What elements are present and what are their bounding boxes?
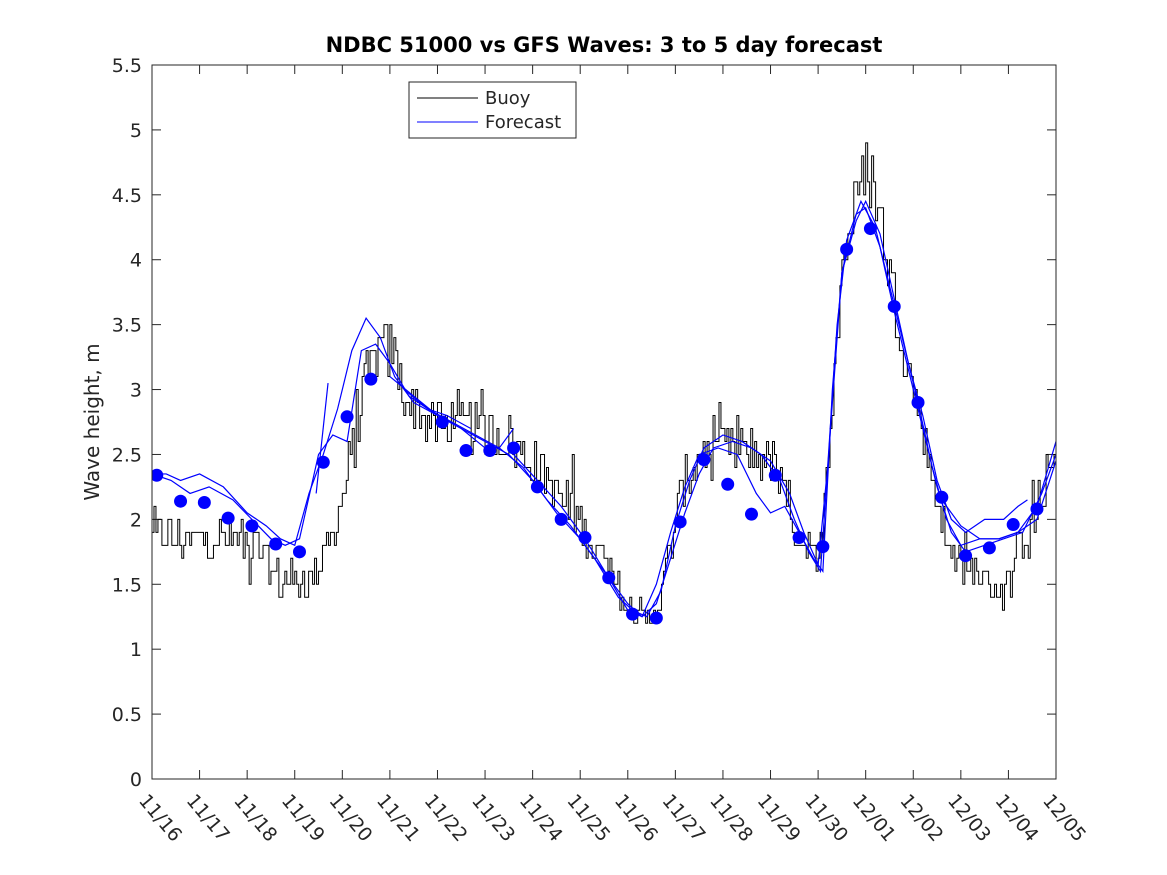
forecast-point [887,299,901,313]
forecast-point [673,515,687,529]
legend-buoy-label: Buoy [485,88,531,109]
forecast-point [364,372,378,386]
forecast-point [935,490,949,504]
y-tick-label: 2.5 [112,444,142,466]
data-region [152,142,1056,625]
forecast-point [578,531,592,545]
y-tick-label: 4 [130,250,142,272]
forecast-point [483,444,497,458]
y-tick-label: 5 [130,120,142,142]
forecast-line [403,206,1056,618]
forecast-point [721,477,735,491]
forecast-point [1030,502,1044,516]
buoy-series [152,142,1056,624]
y-tick-label: 0 [130,769,142,791]
forecast-point [792,531,806,545]
y-tick-label: 3.5 [112,315,142,337]
y-tick-labels: 0 0.5 1 1.5 2 2.5 3 3.5 4 4.5 5 5.5 [112,55,142,791]
forecast-point [863,222,877,236]
forecast-point [245,519,259,533]
forecast-point [744,507,758,521]
forecast-point [649,611,663,625]
buoy-line [152,142,1056,624]
forecast-point [174,494,188,508]
legend-forecast-label: Forecast [485,112,561,133]
y-tick-label: 4.5 [112,185,142,207]
y-tick-label: 2 [130,509,142,531]
forecast-point [626,607,640,621]
y-tick-label: 0.5 [112,704,142,726]
forecast-point [816,540,830,554]
forecast-point [340,410,354,424]
forecast-point [530,480,544,494]
legend: Buoy Forecast [408,81,577,139]
forecast-points [152,222,1044,625]
forecast-point [292,545,306,559]
forecast-point [697,453,711,467]
chart-title: NDBC 51000 vs GFS Waves: 3 to 5 day fore… [326,33,883,57]
y-tick-label: 3 [130,380,142,402]
forecast-point [602,571,616,585]
forecast-point [840,242,854,256]
forecast-point [152,468,164,482]
forecast-point [554,512,568,526]
forecast-point [459,444,473,458]
y-axis-label: Wave height, m [80,343,104,500]
forecast-point [959,549,973,563]
forecast-line [315,382,329,494]
forecast-point [982,541,996,555]
forecast-point [911,396,925,410]
forecast-point [1006,518,1020,532]
y-tick-label: 5.5 [112,55,142,77]
forecast-point [197,495,211,509]
forecast-point [507,441,521,455]
forecast-point [316,455,330,469]
plot-area [152,65,1056,779]
legend-box [408,81,577,139]
forecast-point [269,537,283,551]
forecast-point [435,415,449,429]
y-tick-label: 1.5 [112,574,142,596]
plot-frame [151,64,1057,780]
forecast-point [221,511,235,525]
forecast-line [941,460,1056,540]
y-tick-label: 1 [130,639,142,661]
forecast-point [768,468,782,482]
